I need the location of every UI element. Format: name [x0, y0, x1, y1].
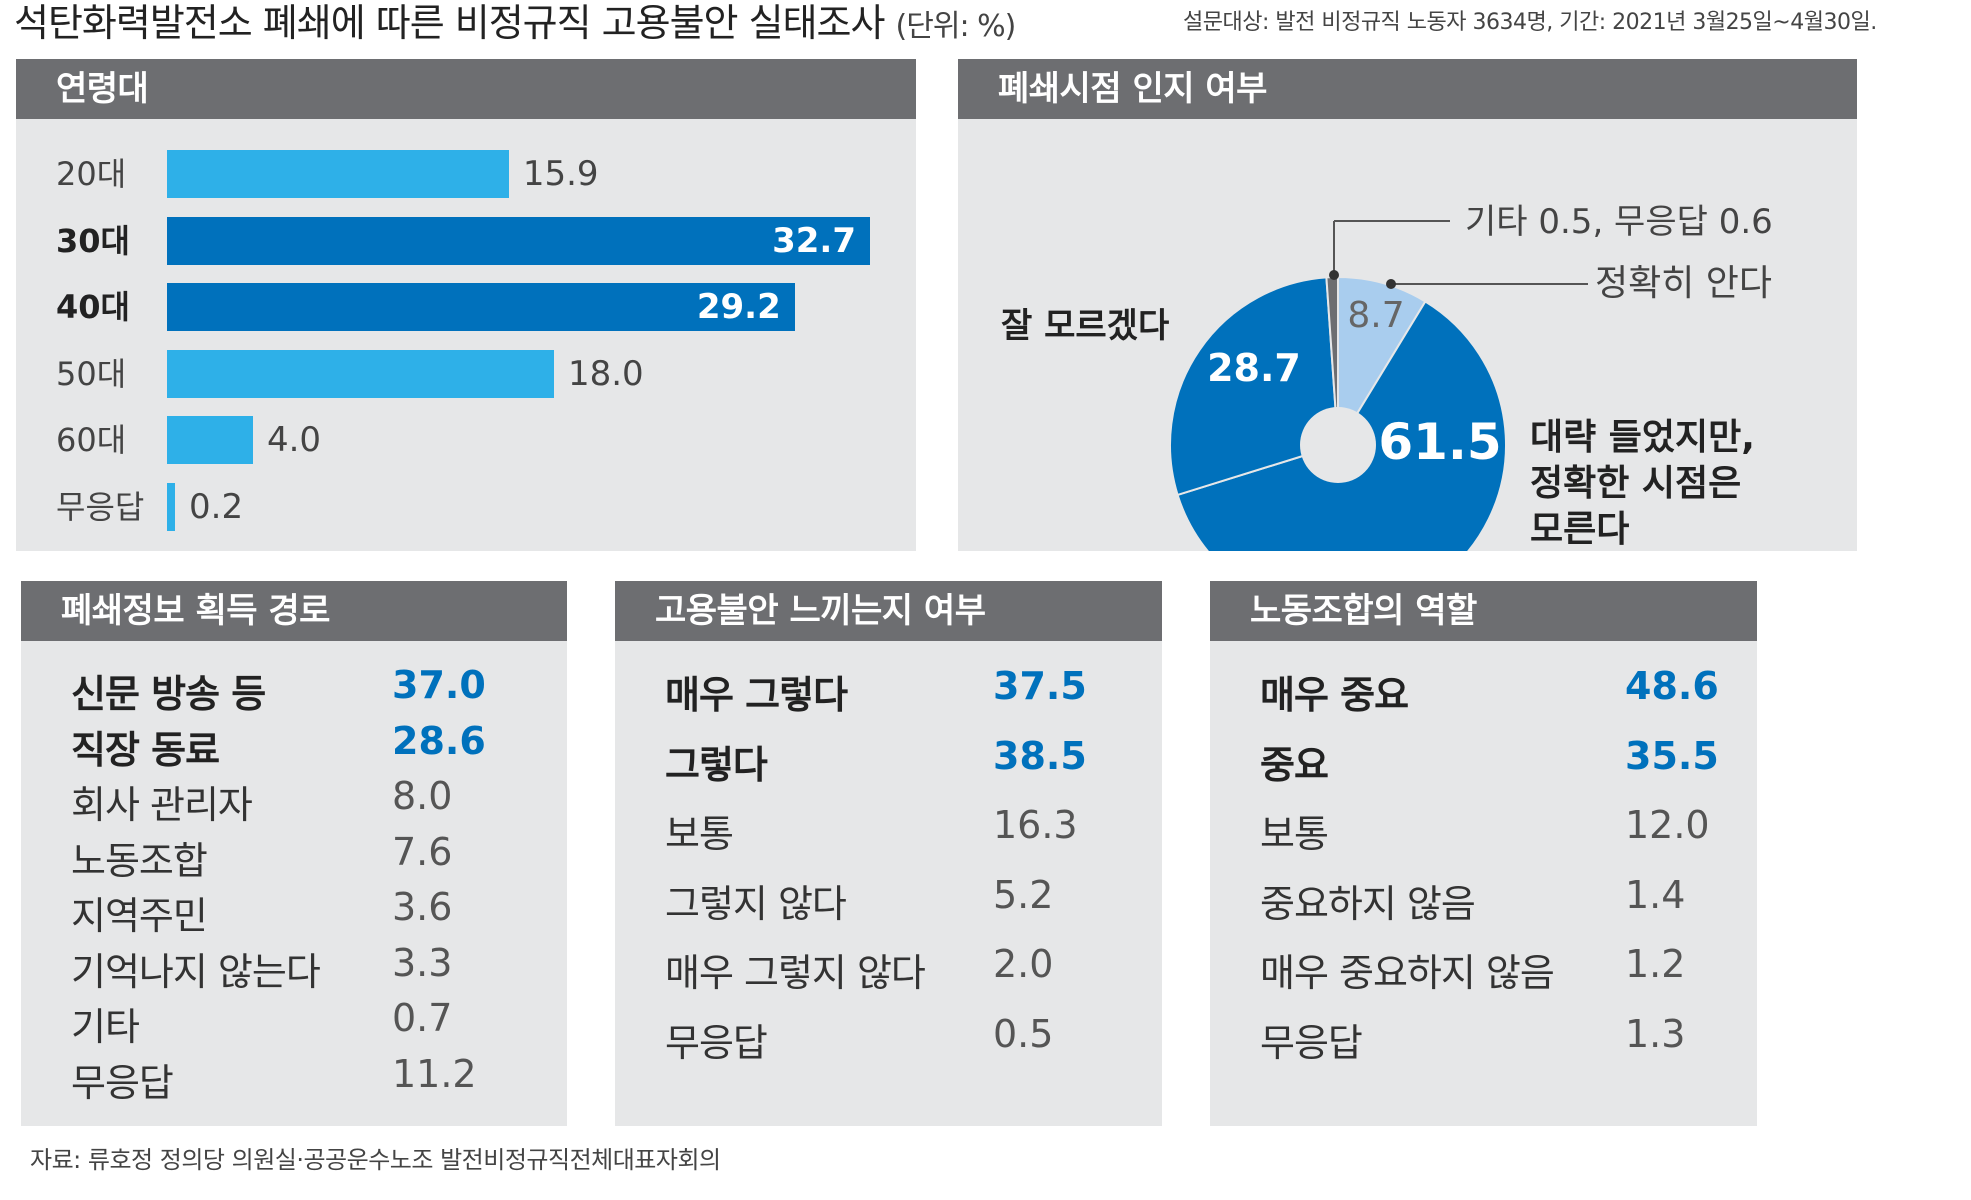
- survey-meta: 설문대상: 발전 비정규직 노동자 3634명, 기간: 2021년 3월25일…: [1183, 10, 1877, 35]
- row-label: 그렇지 않다: [665, 881, 847, 926]
- age-value-label: 29.2: [696, 287, 781, 328]
- age-category-label: 20대: [56, 155, 127, 193]
- age-category-label: 무응답: [56, 488, 145, 526]
- age-panel-title: 연령대: [16, 59, 916, 119]
- row-label: 지역주민: [71, 894, 208, 938]
- awareness-donut-chart: 기타 0.5, 무응답 0.6 정확히 안다 8.7 28.7 61.5 잘 모…: [1001, 202, 1773, 551]
- row-label: 매우 중요: [1260, 673, 1409, 717]
- row-value: 2.0: [993, 942, 1054, 986]
- age-value-label: 0.2: [189, 487, 244, 527]
- row-label: 직장 동료: [71, 727, 220, 772]
- source-note: 자료: 류호정 정의당 의원실·공공운수노조 발전비정규직전체대표자회의: [30, 1146, 721, 1174]
- row-value: 1.4: [1625, 872, 1686, 917]
- row-value: 37.5: [993, 664, 1087, 708]
- row-label: 기타: [71, 1005, 140, 1049]
- row-value: 11.2: [392, 1051, 477, 1096]
- exact-label: 정확히 안다: [1595, 263, 1772, 304]
- row-label: 보통: [1260, 812, 1329, 856]
- age-panel: 연령대 20대 15.9 30대 32.7 40대 29.2 50대 18.0 60대 4.0 무응…: [16, 59, 916, 551]
- info-source-panel-title: 폐쇄정보 획득 경로: [21, 581, 567, 641]
- union-role-panel: 노동조합의 역할 매우 중요 48.6 중요 35.5 보통 12.0 중요하지 않음 1.4…: [1210, 581, 1757, 1126]
- row-value: 28.6: [392, 718, 486, 763]
- row-value: 0.7: [392, 996, 453, 1040]
- info-source-panel: 폐쇄정보 획득 경로 신문 방송 등 37.0 직장 동료 28.6 회사 관리자 8.0…: [21, 581, 567, 1126]
- union-role-panel-title: 노동조합의 역할: [1210, 581, 1757, 641]
- row-label: 중요하지 않음: [1260, 881, 1476, 926]
- age-value-label: 15.9: [522, 154, 599, 194]
- awareness-panel-title: 폐쇄시점 인지 여부: [958, 59, 1857, 119]
- other-label: 기타 0.5, 무응답 0.6: [1465, 202, 1773, 242]
- slice-value-exact: 8.7: [1347, 295, 1404, 336]
- row-label: 무응답: [71, 1060, 174, 1105]
- rough-label-line-2: 정확한 시점은: [1530, 463, 1741, 504]
- age-category-label: 50대: [56, 354, 127, 393]
- row-value: 5.2: [993, 872, 1054, 917]
- age-bar-row: 30대 32.7: [16, 216, 916, 265]
- awareness-panel: 폐쇄시점 인지 여부 기타 0.5, 무응답 0.6 정확히 안다 8.7 28…: [958, 59, 1857, 551]
- row-value: 3.3: [392, 940, 453, 985]
- slice-value-unsure: 28.7: [1207, 346, 1301, 390]
- age-bar: [167, 416, 253, 465]
- age-bar: [167, 150, 509, 198]
- row-label: 보통: [665, 812, 734, 856]
- age-category-label: 60대: [56, 421, 127, 460]
- row-label: 그렇다: [665, 742, 768, 787]
- row-value: 7.6: [392, 829, 453, 874]
- row-label: 기억나지 않는다: [71, 949, 321, 994]
- slice-value-rough: 61.5: [1378, 413, 1501, 471]
- leader-dot-other: [1329, 270, 1339, 280]
- age-bar-row: 50대 18.0: [16, 349, 916, 398]
- row-label: 무응답: [1260, 1020, 1363, 1065]
- row-label: 중요: [1260, 742, 1329, 787]
- rough-label-line-1: 대략 들었지만,: [1530, 417, 1755, 458]
- age-category-label: 40대: [56, 288, 130, 327]
- job-insecurity-panel-title: 고용불안 느끼는지 여부: [615, 581, 1162, 641]
- pie-slice-1: [1176, 300, 1507, 551]
- age-bar-row: 무응답 0.2: [16, 483, 916, 531]
- row-value: 3.6: [392, 885, 453, 929]
- row-label: 신문 방송 등: [71, 672, 266, 716]
- age-bar-row: 40대 29.2: [16, 283, 916, 332]
- age-bar-row: 60대 4.0: [16, 416, 916, 465]
- row-value: 35.5: [1625, 733, 1719, 778]
- unsure-label: 잘 모르겠다: [1001, 306, 1169, 346]
- age-value-label: 18.0: [567, 353, 644, 394]
- row-label: 무응답: [665, 1020, 768, 1065]
- age-value-label: 32.7: [772, 220, 856, 261]
- age-bar: [167, 349, 554, 398]
- row-value: 16.3: [993, 803, 1078, 847]
- row-value: 38.5: [993, 733, 1087, 778]
- row-label: 매우 그렇다: [665, 673, 848, 717]
- row-label: 매우 그렇지 않다: [665, 951, 926, 995]
- pie-slice-2: [1169, 276, 1340, 497]
- pie-slice-0: [1337, 275, 1427, 449]
- row-value: 1.3: [1625, 1011, 1686, 1056]
- row-label: 회사 관리자: [71, 783, 253, 827]
- job-insecurity-panel: 고용불안 느끼는지 여부 매우 그렇다 37.5 그렇다 38.5 보통 16.3 그렇지 …: [615, 581, 1162, 1126]
- unit-label: (단위: %): [895, 9, 1017, 44]
- age-bar: [167, 216, 870, 265]
- rough-label-line-3: 모른다: [1530, 509, 1629, 550]
- row-label: 노동조합: [71, 838, 208, 883]
- row-value: 48.6: [1625, 664, 1719, 708]
- age-bar: [167, 283, 795, 332]
- age-value-label: 4.0: [266, 420, 322, 461]
- donut-hole: [1300, 407, 1376, 483]
- page-title: 석탄화력발전소 폐쇄에 따른 비정규직 고용불안 실태조사 (단위: %): [14, 0, 1017, 50]
- title-text: 석탄화력발전소 폐쇄에 따른 비정규직 고용불안 실태조사: [14, 1, 885, 45]
- row-value: 0.5: [993, 1011, 1054, 1056]
- row-value: 12.0: [1625, 803, 1710, 847]
- row-value: 37.0: [392, 663, 486, 707]
- row-label: 매우 중요하지 않음: [1260, 951, 1555, 995]
- leader-dot-exact: [1386, 279, 1396, 289]
- age-bar: [167, 483, 175, 531]
- age-bar-row: 20대 15.9: [16, 150, 916, 198]
- row-value: 1.2: [1625, 942, 1686, 986]
- row-value: 8.0: [392, 774, 453, 818]
- age-category-label: 30대: [56, 221, 130, 260]
